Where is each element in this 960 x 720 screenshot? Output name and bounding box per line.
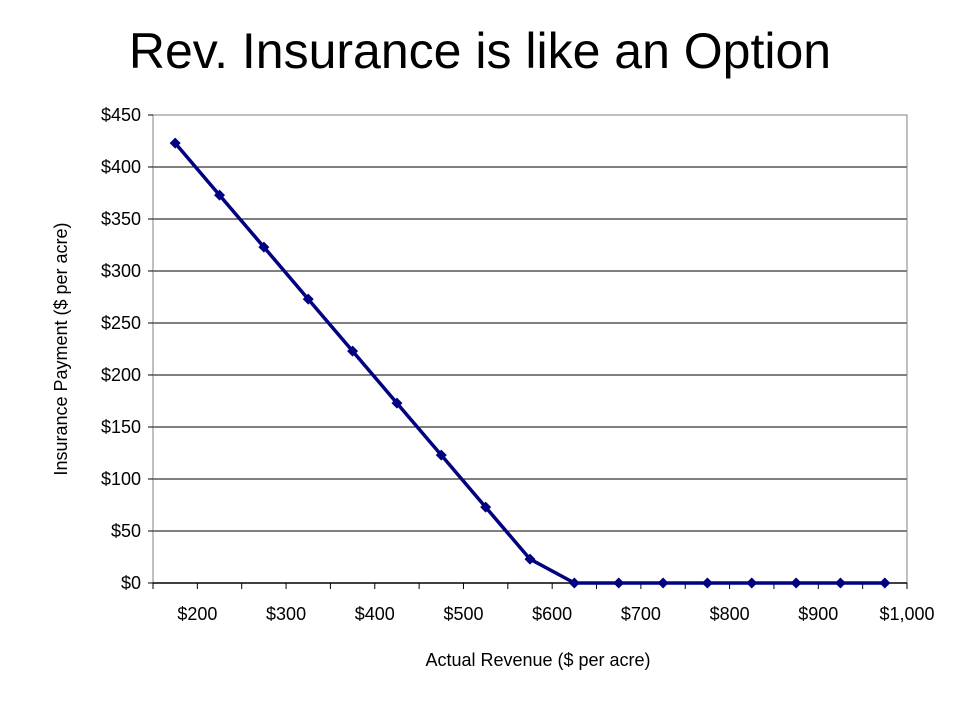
x-tick-label: $600 bbox=[532, 604, 572, 624]
x-tick-label: $700 bbox=[621, 604, 661, 624]
data-point bbox=[657, 577, 669, 589]
data-point bbox=[347, 345, 359, 357]
y-tick-label: $150 bbox=[101, 417, 141, 437]
y-axis: $0 $50 $100 $150 $200 $250 $300 $350 $400 $450 bbox=[101, 105, 153, 593]
x-tick-label: $300 bbox=[266, 604, 306, 624]
data-point bbox=[391, 397, 403, 409]
series-line bbox=[173, 141, 885, 585]
y-tick-label: $450 bbox=[101, 105, 141, 125]
data-point bbox=[480, 501, 492, 513]
y-axis-title: Insurance Payment ($ per acre) bbox=[51, 222, 71, 475]
y-tick-label: $350 bbox=[101, 209, 141, 229]
x-axis: $200 $300 $400 $500 $600 $700 $800 $900 $1,000 bbox=[152, 582, 935, 624]
y-tick-label: $250 bbox=[101, 313, 141, 333]
x-tick-label: $900 bbox=[798, 604, 838, 624]
data-point bbox=[214, 189, 226, 201]
data-point bbox=[568, 577, 580, 589]
data-point bbox=[613, 577, 625, 589]
data-point bbox=[701, 577, 713, 589]
data-point bbox=[834, 577, 846, 589]
plot-area-border bbox=[152, 114, 908, 584]
x-axis-title: Actual Revenue ($ per acre) bbox=[425, 650, 650, 670]
slide-title: Rev. Insurance is like an Option bbox=[128, 23, 832, 79]
data-point bbox=[258, 241, 270, 253]
data-point bbox=[169, 137, 181, 149]
y-tick-label: $0 bbox=[121, 573, 141, 593]
data-point bbox=[435, 449, 447, 461]
data-point bbox=[790, 577, 802, 589]
x-tick-label: $1,000 bbox=[879, 604, 934, 624]
x-tick-label: $800 bbox=[710, 604, 750, 624]
x-tick-label: $200 bbox=[177, 604, 217, 624]
data-point bbox=[879, 577, 891, 589]
data-point bbox=[746, 577, 758, 589]
y-tick-label: $200 bbox=[101, 365, 141, 385]
data-point bbox=[524, 553, 536, 565]
data-point bbox=[302, 293, 314, 305]
series-group bbox=[169, 137, 891, 589]
y-tick-label: $300 bbox=[101, 261, 141, 281]
x-tick-label: $400 bbox=[355, 604, 395, 624]
x-tick-label: $500 bbox=[443, 604, 483, 624]
y-tick-label: $50 bbox=[111, 521, 141, 541]
y-tick-label: $400 bbox=[101, 157, 141, 177]
gridlines bbox=[153, 114, 907, 584]
y-tick-label: $100 bbox=[101, 469, 141, 489]
